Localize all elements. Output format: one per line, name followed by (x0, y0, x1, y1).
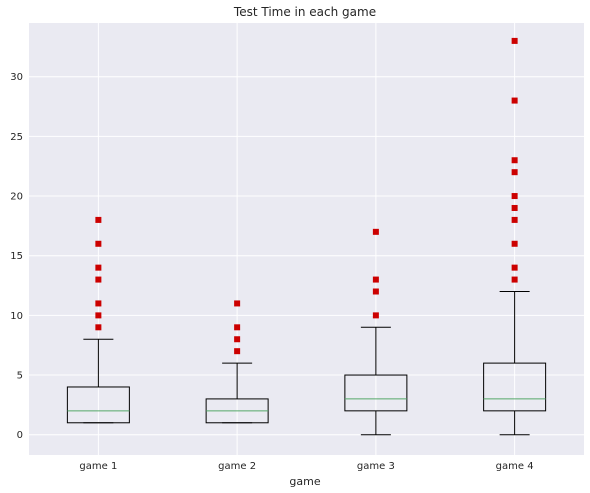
y-tick-label: 0 (17, 430, 23, 441)
box-game-1 (66, 216, 130, 424)
outlier-point (234, 324, 241, 331)
outlier-point (511, 97, 518, 104)
outlier-point (511, 204, 518, 211)
outlier-point (511, 193, 518, 200)
y-tick-label: 5 (17, 371, 23, 382)
y-tick-label: 15 (10, 251, 23, 262)
outlier-point (511, 157, 518, 164)
box-game-4 (483, 37, 547, 436)
outlier-point (95, 324, 102, 331)
y-axis-ticks: 0 5 10 15 20 25 30 (10, 72, 23, 441)
outlier-point (234, 300, 241, 307)
outlier-point (234, 348, 241, 355)
outlier-point (511, 264, 518, 271)
outlier-point (95, 276, 102, 283)
x-tick-label: game 4 (496, 461, 534, 472)
outlier-point (511, 216, 518, 223)
outlier-point (95, 240, 102, 247)
outlier-point (511, 169, 518, 176)
box-game-2 (205, 300, 269, 424)
outlier-point (372, 276, 379, 283)
y-tick-label: 25 (10, 132, 23, 143)
x-tick-label: game 3 (357, 461, 395, 472)
box-game-3 (344, 228, 408, 436)
outlier-point (95, 216, 102, 223)
outlier-point (95, 312, 102, 319)
x-tick-label: game 2 (218, 461, 256, 472)
iqr-box (344, 374, 408, 412)
iqr-box (66, 386, 130, 424)
chart-title: Test Time in each game (233, 5, 376, 19)
y-tick-label: 10 (10, 311, 23, 322)
x-tick-label: game 1 (79, 461, 117, 472)
boxplot-series (66, 37, 547, 436)
iqr-box (483, 362, 547, 412)
outlier-point (95, 264, 102, 271)
outlier-point (234, 336, 241, 343)
outlier-point (372, 288, 379, 295)
outlier-point (511, 240, 518, 247)
y-tick-label: 30 (10, 72, 23, 83)
outlier-point (511, 276, 518, 283)
outlier-point (511, 37, 518, 44)
y-tick-label: 20 (10, 192, 23, 203)
outlier-point (372, 228, 379, 235)
grid-lines (29, 23, 584, 455)
outlier-point (372, 312, 379, 319)
outlier-point (95, 300, 102, 307)
x-axis-label: game (289, 475, 320, 488)
x-axis-ticks: game 1 game 2 game 3 game 4 (79, 461, 533, 472)
plot-area (29, 23, 584, 455)
